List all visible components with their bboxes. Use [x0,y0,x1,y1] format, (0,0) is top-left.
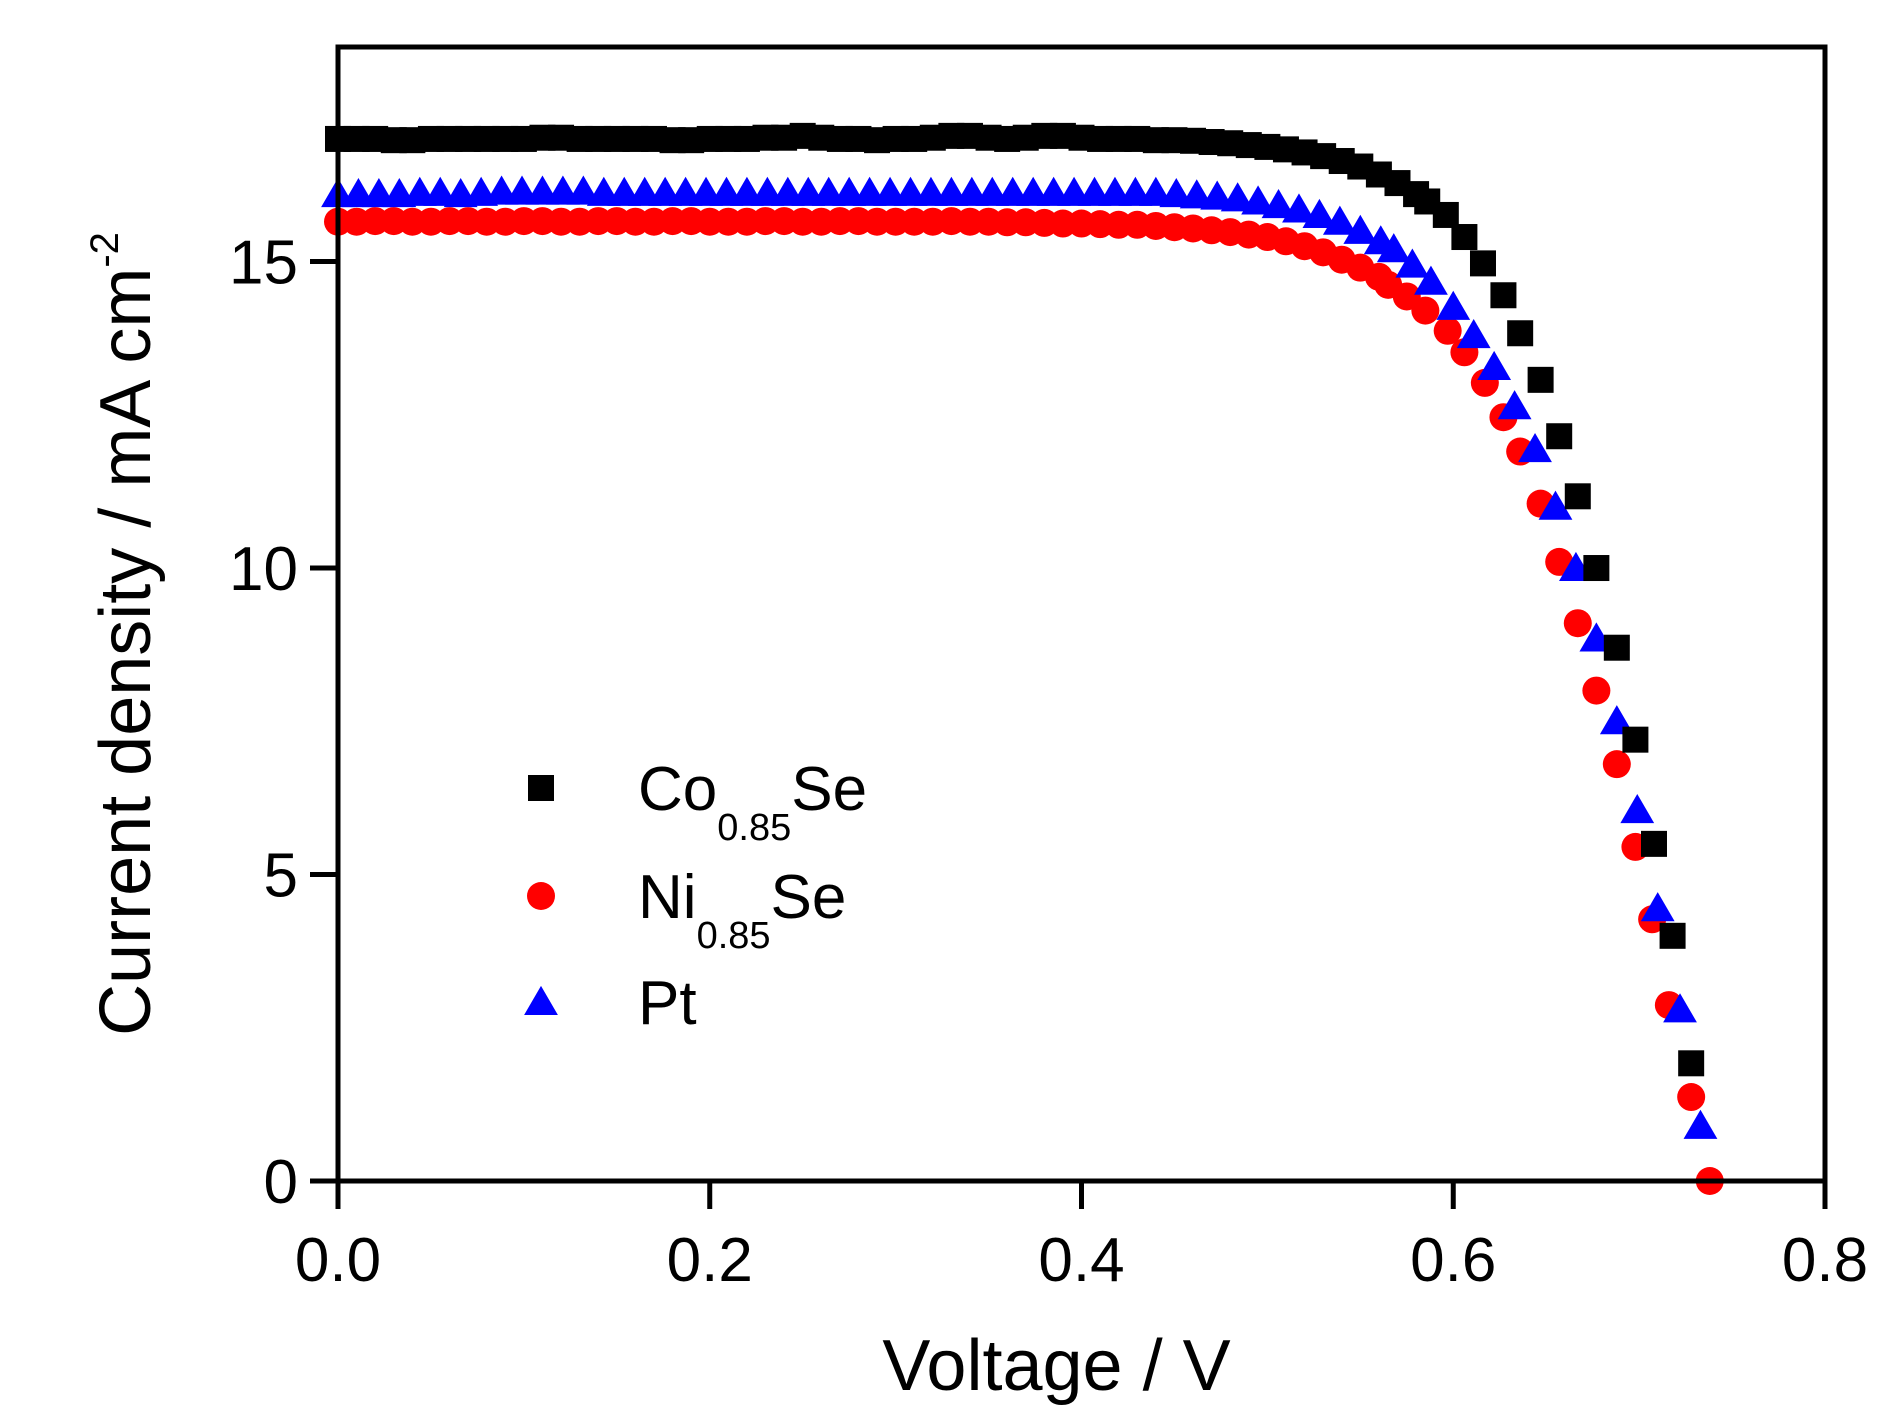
data-point-triangle [1436,290,1471,320]
data-point-circle [1433,316,1462,345]
data-point-triangle [1241,185,1275,215]
data-point-circle [1563,609,1592,638]
data-point-triangle [1159,177,1194,208]
data-point-circle [1677,1083,1706,1112]
data-point-circle [1582,676,1611,705]
y-axis-title: Current density / mA cm-2 [83,232,166,1036]
legend-label: Co0.85Se [638,755,867,849]
data-point-triangle [1282,193,1316,223]
data-point-square [1583,555,1610,582]
legend-label: Pt [638,969,697,1038]
data-point-triangle [1663,993,1697,1023]
legend-label-main: Pt [638,969,697,1038]
data-point-square [1603,634,1630,661]
data-point-triangle [566,175,601,205]
data-point-square [1490,282,1517,309]
data-point-triangle [1477,350,1512,380]
legend-marker-triangle [524,985,558,1015]
data-point-triangle [423,176,458,206]
y-tick-label: 15 [229,229,298,298]
data-point-square [1451,224,1478,251]
data-point-square [1622,726,1649,753]
data-point-triangle [1220,182,1255,212]
data-point-triangle [1414,265,1448,295]
data-point-triangle [1620,794,1655,824]
x-tick-label: 0.4 [1038,1226,1124,1295]
data-point-square [1469,250,1496,277]
legend-label: Ni0.85Se [638,863,846,957]
data-point-triangle [1497,390,1532,420]
x-axis-title: Voltage / V [882,1326,1230,1406]
y-axis-title-main: Current density / mA cm [86,268,166,1036]
data-point-triangle [1395,248,1430,278]
series-square [325,122,1705,1077]
data-point-triangle [1683,1109,1718,1139]
data-point-square [1546,423,1573,450]
legend-label-main: Co [638,755,717,824]
data-point-triangle [1640,892,1675,922]
legend-marker-circle [527,882,555,910]
legend-label-main: Ni [638,863,697,932]
data-point-triangle [1179,179,1214,209]
data-point-triangle [1518,432,1552,463]
data-point-square [1527,366,1554,393]
y-tick-label: 10 [229,535,298,604]
data-point-circle [1602,750,1631,779]
series-circle [324,207,1724,1195]
series-triangle [321,175,1718,1139]
data-point-square [1564,483,1591,510]
data-point-circle [1411,296,1440,325]
x-tick-label: 0.2 [667,1226,753,1295]
data-point-triangle [1343,214,1378,244]
data-point-triangle [1261,189,1296,219]
y-tick-label: 5 [264,842,298,911]
x-tick-label: 0.6 [1410,1226,1496,1295]
data-point-triangle [1302,198,1337,228]
legend-item: Pt [524,969,697,1038]
legend-marker-square [528,775,554,801]
x-tick-label: 0.8 [1782,1226,1868,1295]
data-point-square [1678,1050,1705,1077]
y-axis-title-superscript: -2 [83,232,127,268]
legend-label-tail: Se [791,755,867,824]
data-point-triangle [1138,176,1173,206]
x-axis-ticks: 0.0 0.2 0.4 0.6 0.8 [295,1181,1868,1295]
data-point-triangle [1456,318,1491,349]
legend-item: Co0.85Se [528,755,867,849]
data-point-triangle [1322,205,1357,235]
data-point-triangle [1538,490,1573,520]
data-point-triangle [1376,233,1411,263]
legend-label-tail: Se [771,863,847,932]
x-tick-label: 0.0 [295,1226,381,1295]
data-point-square [1432,201,1459,228]
y-axis-ticks: 0 5 10 15 [229,229,338,1217]
legend-item: Ni0.85Se [527,863,846,957]
data-point-square [1640,830,1667,857]
data-point-square [1659,922,1686,949]
legend-label-subscript: 0.85 [697,915,771,957]
data-markers [321,122,1724,1195]
data-point-square [1507,320,1534,347]
y-tick-label: 0 [264,1148,298,1217]
legend-label-subscript: 0.85 [717,807,791,849]
data-point-triangle [1200,180,1235,210]
